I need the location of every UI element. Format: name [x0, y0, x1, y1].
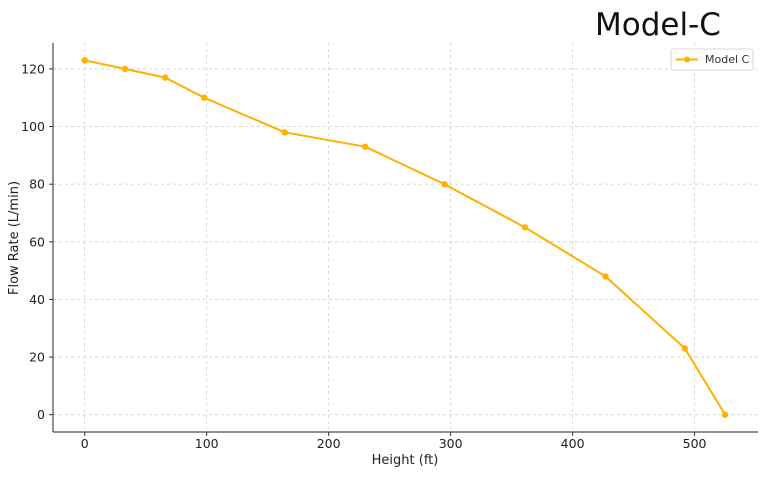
data-point — [681, 345, 689, 352]
series-line-0 — [84, 59, 726, 416]
data-point — [441, 180, 448, 188]
chart-title: Model-C — [595, 7, 721, 43]
y-tick-label: 20 — [29, 350, 45, 365]
series-layer — [81, 57, 729, 418]
y-axis-label: Flow Rate (L/min) — [7, 181, 22, 295]
legend-box — [670, 48, 754, 71]
grid-lines — [53, 43, 758, 432]
x-tick-label: 300 — [439, 436, 463, 451]
x-tick-label: 100 — [195, 436, 219, 451]
x-tick-label: 500 — [683, 436, 707, 451]
x-tick-label: 200 — [317, 436, 341, 451]
x-tick-label: 400 — [561, 436, 585, 451]
y-tick-label: 120 — [21, 61, 45, 76]
legend-label-model-c: Model C — [705, 53, 750, 66]
data-point — [121, 65, 129, 73]
y-tick-label: 100 — [21, 119, 45, 134]
legend: Model C — [670, 48, 754, 71]
y-tick-label: 0 — [37, 407, 45, 422]
data-point — [362, 143, 369, 150]
y-tick-label: 40 — [29, 292, 45, 307]
data-point — [281, 129, 288, 136]
data-point — [81, 57, 88, 64]
x-axis-label: Height (ft) — [372, 453, 439, 468]
data-point — [721, 411, 729, 418]
axes — [49, 43, 758, 436]
legend-marker-model-c — [684, 56, 690, 63]
y-tick-label: 80 — [29, 177, 45, 192]
y-tick-label: 60 — [29, 234, 45, 249]
data-point — [162, 74, 169, 81]
x-tick-label: 0 — [81, 436, 89, 451]
data-point — [201, 94, 208, 101]
tick-labels: 0 100 200 300 400 500 0 20 40 60 80 100 120 — [21, 61, 706, 451]
data-point — [521, 224, 529, 231]
data-point — [602, 273, 609, 280]
